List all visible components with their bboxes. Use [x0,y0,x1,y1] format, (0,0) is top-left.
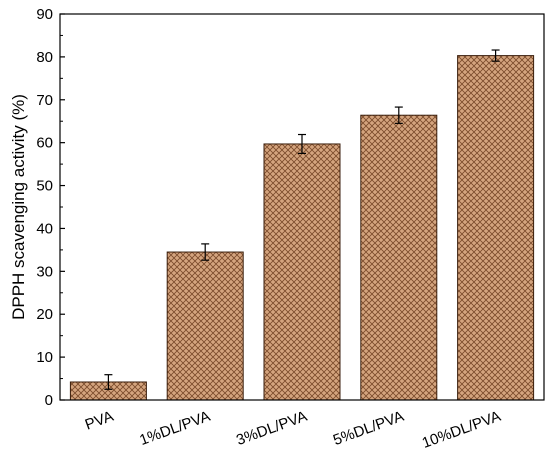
x-tick-label: 10%DL/PVA [420,408,503,452]
bar-3 [360,114,438,401]
bar-2 [263,143,341,401]
y-tick-label: 40 [36,220,53,237]
y-tick-label: 80 [36,49,53,66]
x-tick-label: 3%DL/PVA [234,408,309,449]
x-tick-label: 5%DL/PVA [331,408,406,449]
y-tick-label: 20 [36,306,53,323]
error-bar-4 [491,49,500,62]
bar-1 [166,251,244,401]
y-tick-label: 60 [36,135,53,152]
error-bar-3 [394,106,403,124]
error-bar-0 [104,374,113,390]
y-axis-title: DPPH scavenging activity (%) [9,94,28,320]
y-tick-label: 70 [36,92,53,109]
error-bar-1 [201,243,210,261]
y-tick-label: 50 [36,178,53,195]
y-tick-label: 30 [36,263,53,280]
error-bars-layer [104,49,500,390]
y-tick-label: 0 [45,392,53,409]
y-tick-label: 90 [36,6,53,23]
x-tick-label: 1%DL/PVA [137,408,212,449]
bars-layer [69,55,535,401]
bar-4 [457,55,535,401]
error-bar-2 [298,133,306,154]
x-tick-label: PVA [83,408,116,434]
y-tick-label: 10 [36,349,53,366]
x-axis: PVA 1%DL/PVA 3%DL/PVA 5%DL/PVA 10%DL/PVA [83,408,503,452]
y-axis: 0 10 20 30 40 50 60 70 80 90 [36,6,65,409]
